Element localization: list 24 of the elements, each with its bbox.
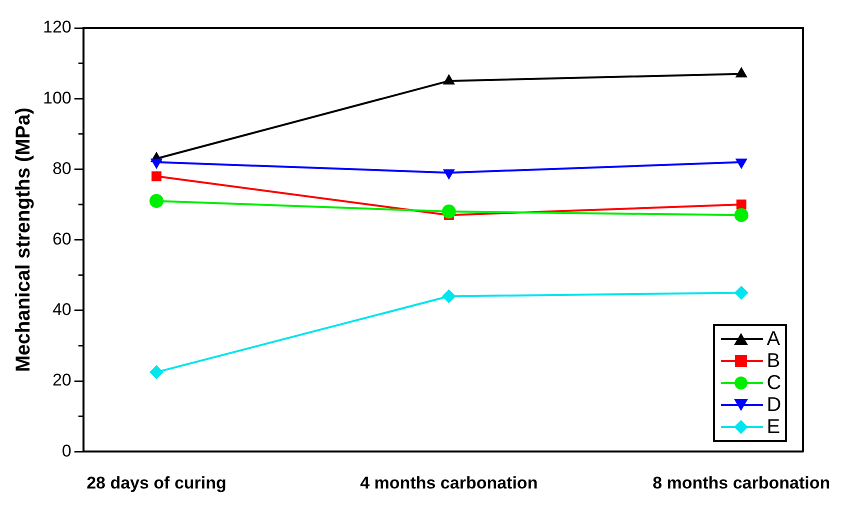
point xyxy=(149,365,164,380)
y-tick-label: 40 xyxy=(52,300,72,320)
x-tick-label: 4 months carbonation xyxy=(360,473,538,492)
legend-label: A xyxy=(766,328,780,350)
point xyxy=(442,204,456,219)
y-tick-label: 80 xyxy=(52,158,72,178)
y-tick-label: 20 xyxy=(52,370,72,390)
legend-label: C xyxy=(766,372,782,394)
point xyxy=(152,171,162,182)
y-tick-label: 100 xyxy=(42,88,72,108)
x-tick-label: 8 months carbonation xyxy=(652,473,830,492)
legend-label: B xyxy=(766,350,780,372)
y-tick-label: 0 xyxy=(62,441,72,460)
y-tick-label: 120 xyxy=(42,18,72,37)
x-tick-label: 28 days of curing xyxy=(86,473,226,492)
legend-label: E xyxy=(766,416,780,438)
y-tick-label: 60 xyxy=(52,229,72,248)
point xyxy=(149,194,164,208)
point xyxy=(736,200,746,210)
point xyxy=(442,289,456,304)
y-axis-title: Mechanical strengths (MPa) xyxy=(12,108,35,372)
legend-label: D xyxy=(766,394,782,416)
point xyxy=(734,208,748,222)
point xyxy=(734,286,748,300)
